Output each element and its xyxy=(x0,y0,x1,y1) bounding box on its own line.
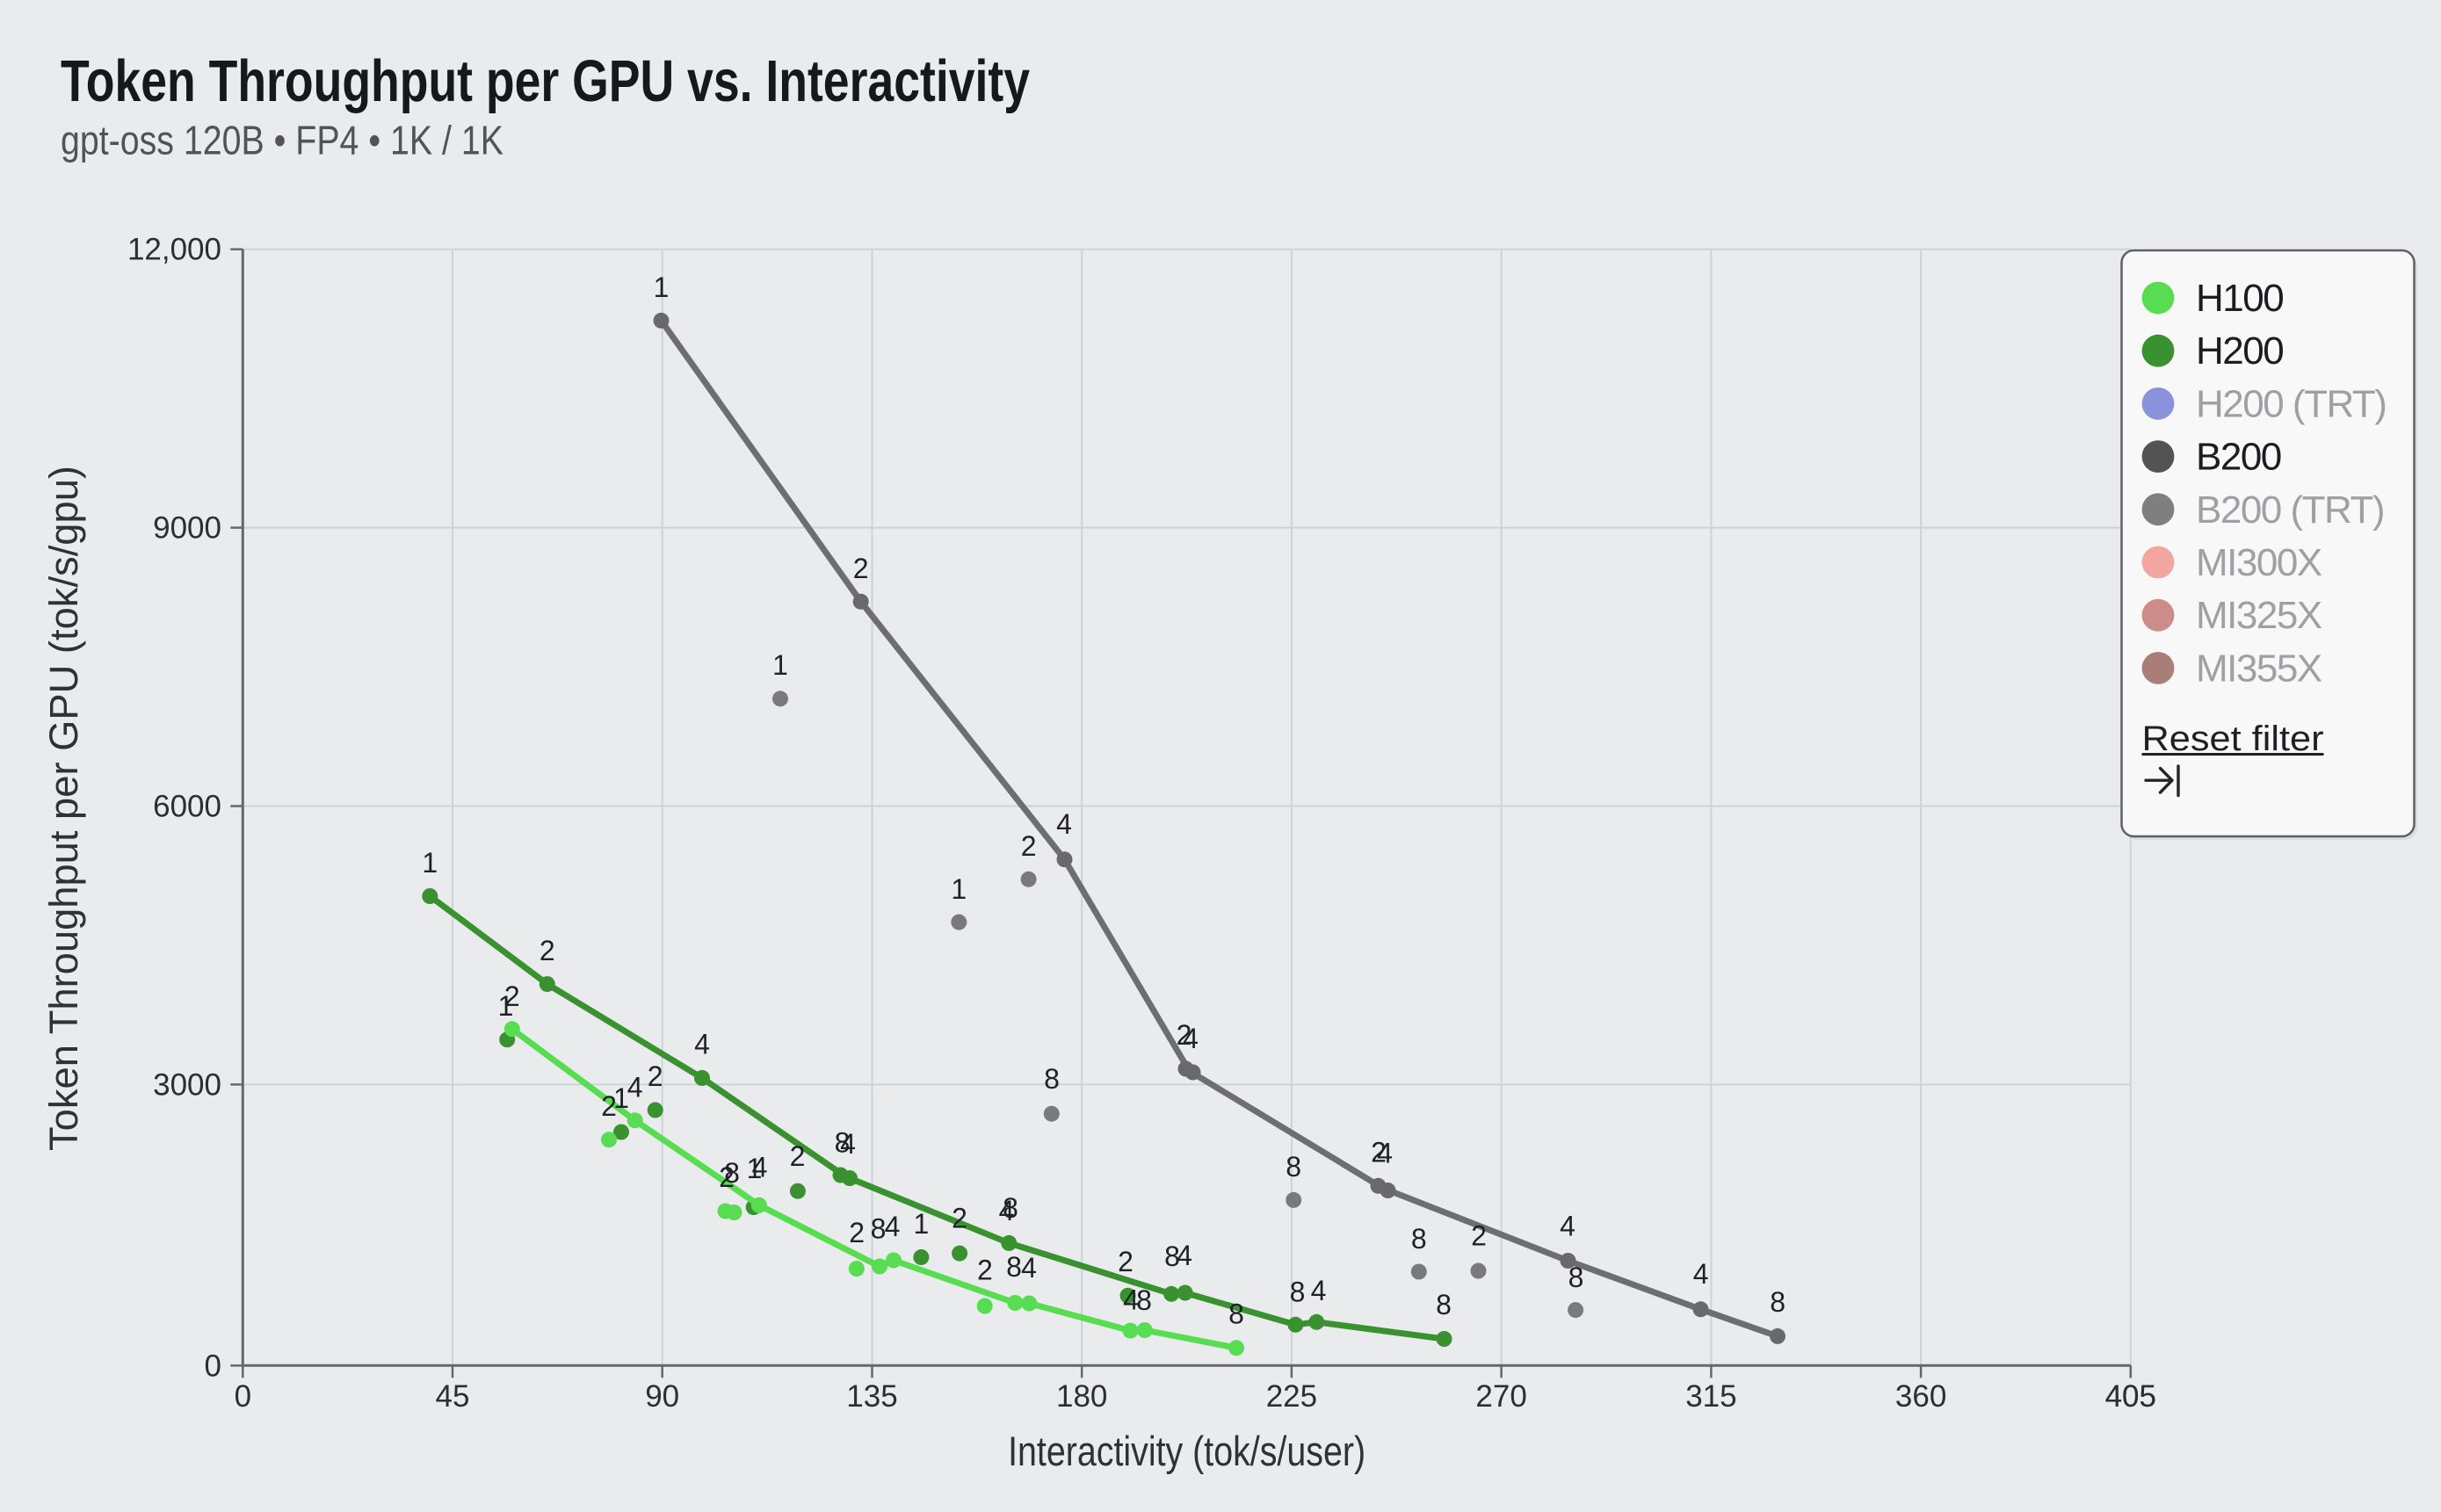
svg-text:Token Throughput per GPU (tok/: Token Throughput per GPU (tok/s/gpu) xyxy=(41,466,86,1151)
svg-text:4: 4 xyxy=(1183,1023,1199,1054)
svg-text:2: 2 xyxy=(1021,830,1037,862)
svg-text:B200 (TRT): B200 (TRT) xyxy=(2196,488,2384,532)
svg-text:90: 90 xyxy=(645,1379,679,1414)
svg-text:2: 2 xyxy=(853,553,869,584)
svg-text:225: 225 xyxy=(1266,1379,1317,1414)
svg-text:8: 8 xyxy=(1568,1262,1584,1293)
svg-text:4: 4 xyxy=(752,1152,768,1183)
svg-text:8: 8 xyxy=(1044,1063,1060,1095)
svg-text:1: 1 xyxy=(914,1208,930,1240)
svg-text:1: 1 xyxy=(951,873,967,905)
svg-text:4: 4 xyxy=(840,1128,856,1160)
svg-text:2: 2 xyxy=(540,935,555,966)
svg-text:Token Throughput per GPU vs. I: Token Throughput per GPU vs. Interactivi… xyxy=(61,48,1030,114)
svg-text:12,000: 12,000 xyxy=(127,233,221,267)
svg-text:9000: 9000 xyxy=(153,511,221,546)
svg-text:6000: 6000 xyxy=(153,790,221,824)
svg-text:B200: B200 xyxy=(2196,436,2281,479)
svg-text:1: 1 xyxy=(654,271,670,303)
svg-text:4: 4 xyxy=(1056,808,1072,840)
svg-text:4: 4 xyxy=(1021,1252,1037,1284)
svg-text:180: 180 xyxy=(1056,1379,1107,1414)
svg-text:H200: H200 xyxy=(2196,329,2283,373)
svg-text:2: 2 xyxy=(601,1090,617,1122)
svg-text:4: 4 xyxy=(885,1211,901,1242)
svg-text:1: 1 xyxy=(747,1153,763,1184)
svg-text:0: 0 xyxy=(235,1379,251,1414)
svg-text:4: 4 xyxy=(1693,1258,1709,1290)
svg-text:8: 8 xyxy=(1003,1192,1018,1224)
svg-text:4: 4 xyxy=(1311,1275,1327,1306)
svg-text:4: 4 xyxy=(999,1195,1015,1226)
svg-text:H100: H100 xyxy=(2196,277,2283,320)
svg-text:2: 2 xyxy=(648,1060,663,1092)
svg-text:405: 405 xyxy=(2105,1379,2156,1414)
svg-text:4: 4 xyxy=(694,1029,710,1060)
svg-text:4: 4 xyxy=(1377,1138,1393,1169)
svg-text:360: 360 xyxy=(1895,1379,1946,1414)
svg-text:4: 4 xyxy=(1560,1211,1575,1242)
svg-text:Interactivity (tok/s/user): Interactivity (tok/s/user) xyxy=(1008,1428,1365,1474)
svg-text:8: 8 xyxy=(1436,1289,1452,1320)
svg-text:0: 0 xyxy=(205,1349,221,1383)
svg-text:2: 2 xyxy=(977,1255,993,1286)
svg-text:2: 2 xyxy=(1471,1220,1487,1252)
svg-text:2: 2 xyxy=(504,980,520,1012)
svg-text:8: 8 xyxy=(835,1127,851,1159)
svg-text:8: 8 xyxy=(1411,1223,1427,1255)
svg-text:270: 270 xyxy=(1475,1379,1526,1414)
svg-text:8: 8 xyxy=(1286,1151,1301,1183)
svg-text:2: 2 xyxy=(849,1217,865,1248)
svg-text:4: 4 xyxy=(1177,1240,1192,1271)
svg-text:2: 2 xyxy=(1118,1246,1134,1277)
svg-text:8: 8 xyxy=(1006,1251,1022,1283)
svg-text:135: 135 xyxy=(846,1379,897,1414)
svg-text:405: 405 xyxy=(2105,1379,2156,1414)
svg-text:MI300X: MI300X xyxy=(2196,541,2322,584)
svg-text:3000: 3000 xyxy=(153,1067,221,1102)
svg-text:1: 1 xyxy=(498,990,514,1022)
svg-text:8: 8 xyxy=(1770,1286,1785,1318)
svg-text:8: 8 xyxy=(1290,1277,1306,1308)
svg-text:8: 8 xyxy=(871,1213,887,1245)
svg-text:MI325X: MI325X xyxy=(2196,594,2322,637)
svg-text:2: 2 xyxy=(719,1161,735,1193)
svg-text:1: 1 xyxy=(772,649,788,681)
svg-text:H200 (TRT): H200 (TRT) xyxy=(2196,382,2386,425)
svg-text:1: 1 xyxy=(613,1082,629,1114)
svg-text:MI355X: MI355X xyxy=(2196,647,2322,690)
svg-text:8: 8 xyxy=(1164,1241,1180,1272)
svg-text:2: 2 xyxy=(952,1203,967,1234)
svg-text:8: 8 xyxy=(724,1157,740,1189)
svg-text:2: 2 xyxy=(790,1140,806,1172)
svg-text:Reset filter: Reset filter xyxy=(2142,720,2324,758)
svg-text:8: 8 xyxy=(1228,1299,1244,1330)
svg-text:1: 1 xyxy=(422,847,438,879)
svg-text:2: 2 xyxy=(1177,1019,1192,1051)
svg-text:8: 8 xyxy=(1136,1284,1152,1316)
svg-text:4: 4 xyxy=(1123,1284,1139,1316)
svg-text:45: 45 xyxy=(436,1379,470,1414)
svg-text:2: 2 xyxy=(1371,1137,1387,1168)
svg-text:315: 315 xyxy=(1685,1379,1736,1414)
svg-text:4: 4 xyxy=(627,1072,643,1103)
svg-text:gpt-oss 120B • FP4 • 1K / 1K: gpt-oss 120B • FP4 • 1K / 1K xyxy=(61,118,503,163)
